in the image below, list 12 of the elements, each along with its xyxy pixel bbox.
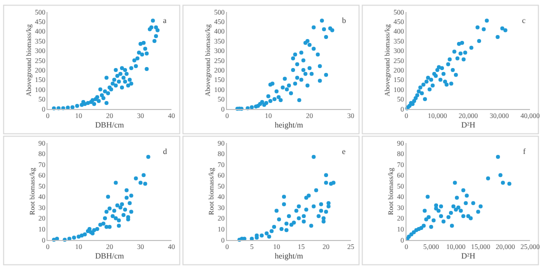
x-axis-title: DBH/cm — [95, 251, 125, 260]
x-axis-title: D²H — [461, 251, 476, 260]
annotation: f — [523, 147, 526, 156]
annotation: e — [342, 147, 346, 156]
x-axis-title: height/m — [274, 251, 304, 260]
annotation: a — [163, 16, 167, 25]
annotation: c — [522, 16, 526, 25]
x-axis-title: D²H — [461, 120, 476, 130]
x-axis-title: DBH/cm — [95, 120, 125, 130]
x-axis-title: height/m — [274, 120, 304, 130]
annotation: d — [163, 147, 167, 156]
annotation: b — [342, 16, 346, 25]
